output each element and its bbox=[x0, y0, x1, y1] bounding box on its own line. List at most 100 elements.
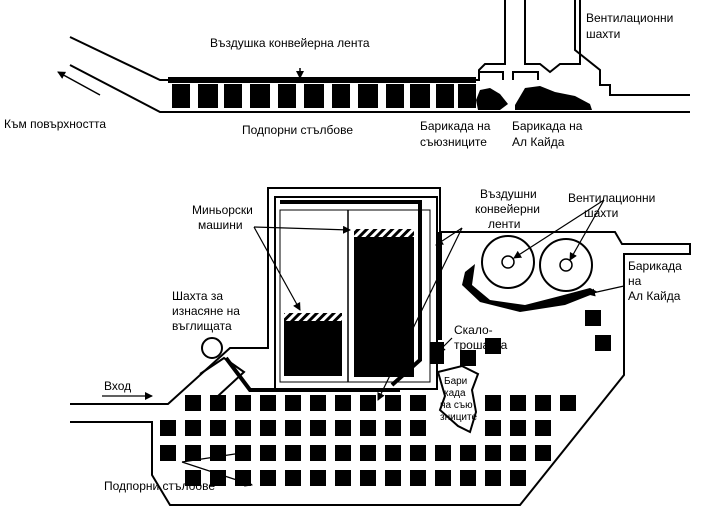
label-bottom-vent-1: Вентилационни bbox=[568, 191, 655, 205]
label-bottom-qaeda-3: Ал Кайда bbox=[628, 289, 681, 303]
label-allied-4: зниците bbox=[440, 412, 477, 423]
support-pillar bbox=[185, 470, 201, 486]
top-allied-barricade bbox=[476, 88, 508, 110]
support-pillar bbox=[210, 395, 226, 411]
support-pillar bbox=[185, 445, 201, 461]
support-pillar bbox=[185, 395, 201, 411]
support-pillar bbox=[460, 350, 476, 366]
label-allied-2: када bbox=[444, 388, 466, 399]
label-top-vent-2: шахти bbox=[586, 27, 620, 41]
support-pillar bbox=[360, 470, 376, 486]
shaft-small-1 bbox=[478, 71, 504, 80]
support-pillar bbox=[485, 445, 501, 461]
support-pillar bbox=[435, 445, 451, 461]
support-pillar bbox=[285, 395, 301, 411]
support-pillar bbox=[410, 395, 426, 411]
support-pillar bbox=[510, 445, 526, 461]
support-pillar bbox=[260, 470, 276, 486]
support-pillar bbox=[160, 445, 176, 461]
top-qaeda-barricade bbox=[515, 86, 592, 110]
support-pillar bbox=[310, 445, 326, 461]
tunnel-floor bbox=[69, 64, 690, 113]
miner-inner bbox=[279, 209, 431, 383]
support-pillar bbox=[485, 338, 501, 354]
label-entrance: Вход bbox=[104, 379, 131, 393]
support-pillar bbox=[285, 420, 301, 436]
label-top-allied-2: съюзниците bbox=[420, 135, 487, 149]
support-pillar bbox=[360, 395, 376, 411]
support-pillar bbox=[210, 470, 226, 486]
support-pillar bbox=[310, 395, 326, 411]
bottom-qaeda-barricade bbox=[462, 264, 598, 312]
tunnel-outline bbox=[69, 0, 690, 96]
support-pillar bbox=[235, 395, 251, 411]
miner-left-block bbox=[284, 320, 342, 376]
label-bottom-vent-2: шахти bbox=[584, 206, 618, 220]
label-coalshaft-1: Шахта за bbox=[172, 289, 223, 303]
label-coalshaft-2: изнасяне на bbox=[172, 304, 240, 318]
label-allied-1: Бари bbox=[444, 376, 467, 387]
support-pillar bbox=[535, 395, 551, 411]
label-top-surface: Към повърхността bbox=[4, 117, 106, 131]
label-top-qaeda-2: Ал Кайда bbox=[512, 135, 565, 149]
top-pillars bbox=[172, 84, 476, 108]
label-top-vent-1: Вентилационни bbox=[586, 11, 673, 25]
support-pillar bbox=[535, 420, 551, 436]
support-pillar bbox=[335, 420, 351, 436]
label-top-qaeda-1: Барикада на bbox=[512, 119, 583, 133]
support-pillar bbox=[435, 470, 451, 486]
support-pillar bbox=[360, 420, 376, 436]
label-top-pillars: Подпорни стълбове bbox=[242, 123, 353, 137]
support-pillar bbox=[210, 420, 226, 436]
label-bottom-qaeda-1: Барикада bbox=[628, 259, 682, 273]
support-pillar bbox=[260, 420, 276, 436]
support-pillar bbox=[560, 395, 576, 411]
support-pillar bbox=[210, 445, 226, 461]
bottom-section bbox=[70, 187, 691, 506]
support-pillar bbox=[410, 445, 426, 461]
support-pillar bbox=[410, 420, 426, 436]
support-pillar bbox=[385, 445, 401, 461]
miner-right-hatch bbox=[354, 229, 414, 237]
support-pillar bbox=[595, 335, 611, 351]
support-pillar bbox=[510, 395, 526, 411]
coal-shaft bbox=[201, 337, 223, 359]
shaft-small-2 bbox=[512, 71, 539, 80]
label-coalshaft-3: въглищата bbox=[172, 319, 232, 333]
support-pillar bbox=[510, 420, 526, 436]
support-pillar bbox=[485, 395, 501, 411]
support-pillar bbox=[310, 420, 326, 436]
support-pillar bbox=[485, 470, 501, 486]
mine-outline bbox=[70, 187, 691, 506]
bottom-vent-shafts bbox=[481, 235, 593, 292]
support-pillar bbox=[185, 420, 201, 436]
coal-corridor bbox=[199, 356, 246, 397]
support-pillar bbox=[310, 470, 326, 486]
support-pillar bbox=[410, 470, 426, 486]
top-conveyor bbox=[168, 77, 476, 83]
support-pillar bbox=[335, 395, 351, 411]
label-miners-2: машини bbox=[198, 218, 243, 232]
label-crusher-1: Скало- bbox=[454, 323, 493, 337]
rock-crusher bbox=[430, 342, 444, 364]
support-pillar bbox=[485, 420, 501, 436]
support-pillar bbox=[385, 420, 401, 436]
support-pillar bbox=[585, 310, 601, 326]
bottom-arrows bbox=[102, 199, 625, 487]
bottom-conveyors bbox=[224, 200, 442, 392]
bottom-allied-barricade bbox=[436, 364, 480, 434]
support-pillar bbox=[285, 445, 301, 461]
support-pillar bbox=[385, 470, 401, 486]
bottom-pillars bbox=[160, 310, 611, 486]
miner-right-block bbox=[354, 237, 414, 377]
label-conveyors-1: Въздушни bbox=[480, 187, 537, 201]
support-pillar bbox=[360, 445, 376, 461]
support-pillar bbox=[285, 470, 301, 486]
support-pillar bbox=[335, 445, 351, 461]
label-top-conveyor: Въздушка конвейерна лента bbox=[210, 36, 370, 50]
support-pillar bbox=[460, 470, 476, 486]
support-pillar bbox=[535, 445, 551, 461]
support-pillar bbox=[335, 470, 351, 486]
